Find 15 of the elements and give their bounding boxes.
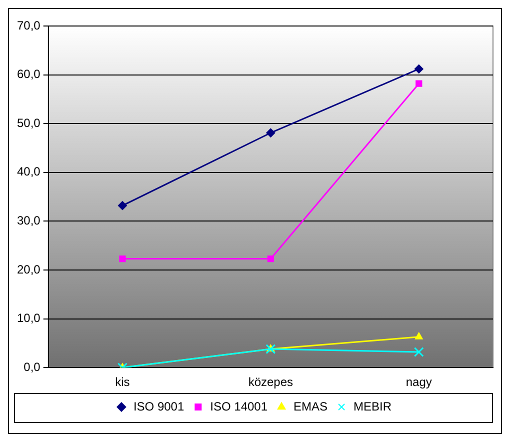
legend-label: EMAS xyxy=(294,399,328,414)
legend-label: ISO 9001 xyxy=(133,399,184,414)
x-tick-label: közepes xyxy=(248,375,294,390)
y-tick-label: 30,0 xyxy=(16,214,41,228)
legend-label: ISO 14001 xyxy=(210,399,268,414)
y-tick-label: 20,0 xyxy=(16,262,41,276)
x-tick-label: kis xyxy=(115,375,130,390)
legend-label: MEBIR xyxy=(354,399,392,414)
y-tick-label: 0,0 xyxy=(24,360,41,374)
y-tick-label: 50,0 xyxy=(16,116,41,130)
x-tick-label: nagy xyxy=(406,375,432,390)
y-tick-label: 40,0 xyxy=(16,164,41,179)
y-tick-label: 10,0 xyxy=(16,311,41,326)
y-tick-label: 70,0 xyxy=(16,18,41,32)
y-tick-label: 60,0 xyxy=(16,67,41,82)
